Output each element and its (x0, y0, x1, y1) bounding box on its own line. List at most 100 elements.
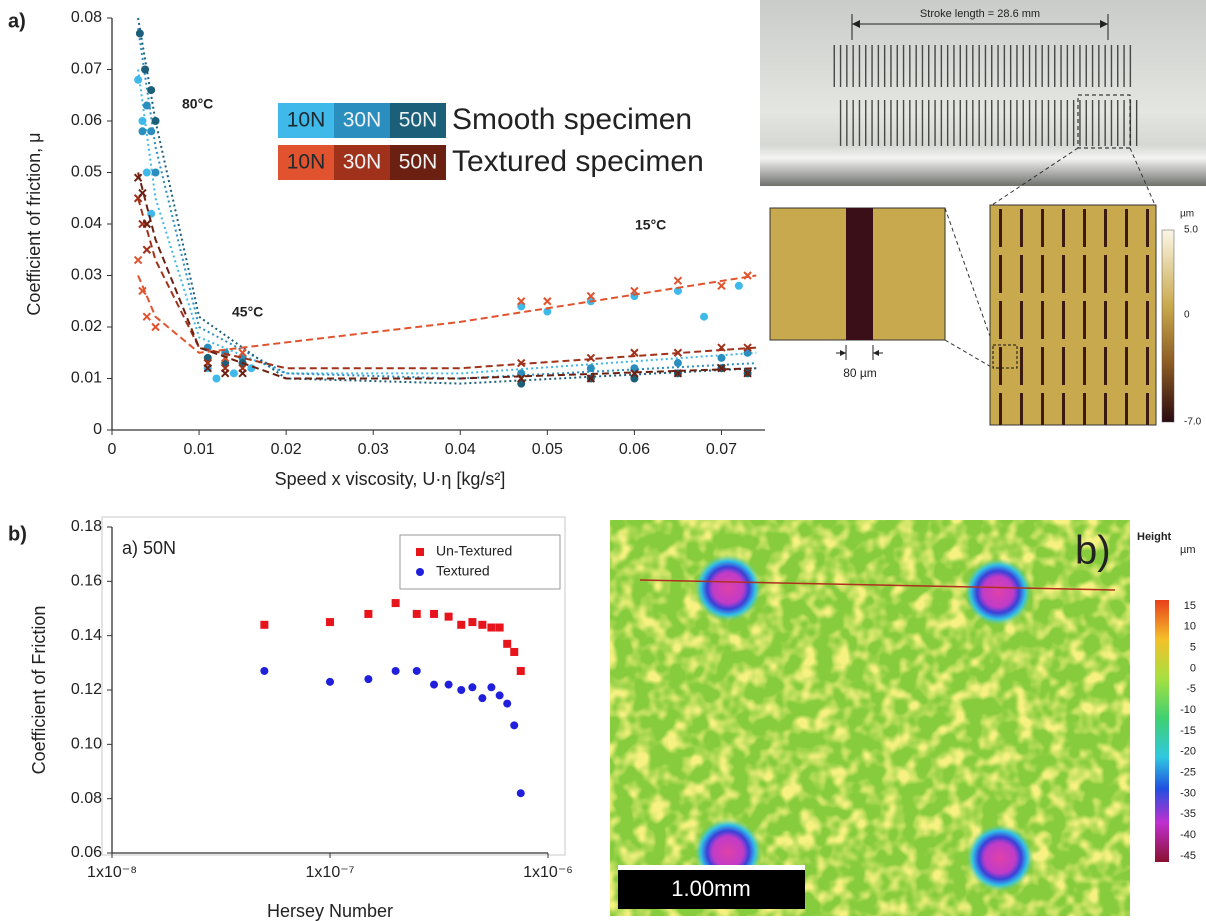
colorbar-label: -45 (1180, 850, 1196, 862)
point (134, 75, 143, 84)
x-tick-label: 0.03 (358, 441, 389, 458)
afm-zoom: 80 µm (769, 207, 946, 380)
point (138, 188, 147, 198)
colorbar-label: 0 (1184, 310, 1190, 321)
colorbar-label: -25 (1180, 767, 1196, 779)
point (151, 117, 160, 125)
point (495, 691, 504, 700)
x-tick-label: 0.07 (706, 441, 737, 458)
plot-frame (101, 516, 566, 856)
y-tick-label: 0.16 (71, 573, 102, 590)
point (133, 255, 143, 265)
legend-swatch (390, 145, 446, 180)
point (138, 127, 147, 136)
legend-label: 10N (287, 151, 326, 174)
point (516, 789, 525, 798)
colorbar-label: -10 (1180, 704, 1196, 716)
point (142, 101, 151, 110)
y-tick-label: 0.05 (71, 164, 102, 181)
legend (399, 534, 561, 590)
width-label: 80 µm (843, 366, 877, 380)
point (586, 291, 596, 301)
x-tick-label: 0.05 (532, 441, 563, 458)
point (147, 86, 156, 95)
point (133, 173, 143, 182)
y-tick-label: 0.08 (71, 9, 102, 26)
point (138, 286, 147, 296)
legend-marker (416, 548, 424, 556)
point (586, 374, 596, 383)
panel-label: b) (8, 523, 27, 545)
colorbar-title: Height (1137, 531, 1172, 543)
point (412, 666, 421, 675)
point (468, 618, 477, 627)
point (444, 680, 453, 689)
point (260, 620, 269, 629)
point (238, 348, 247, 357)
point (517, 374, 526, 383)
point (495, 623, 504, 632)
colorbar-label: 15 (1184, 600, 1196, 612)
legend-label: Un-Textured (436, 543, 512, 559)
point (743, 343, 752, 352)
point (212, 374, 221, 383)
fit-line (137, 274, 757, 354)
point (142, 245, 152, 254)
colorbar-unit: µm (1180, 544, 1196, 556)
x-tick-label: 0 (108, 441, 117, 458)
y-tick-label: 0.06 (71, 112, 102, 129)
point (487, 683, 496, 692)
point (717, 353, 726, 362)
point (457, 686, 466, 694)
legend-group-label: Textured specimen (452, 145, 704, 178)
x-axis-label: Hersey Number (267, 901, 393, 921)
point (412, 609, 421, 618)
specimen-photo: Stroke length = 28.6 mm (760, 0, 1206, 186)
point (203, 363, 212, 373)
point (326, 618, 334, 627)
point (238, 369, 247, 378)
point (630, 286, 639, 296)
point (717, 343, 726, 352)
point (630, 369, 639, 378)
afm-map: µm 5.0 0 -7.0 (989, 204, 1202, 428)
point (510, 721, 519, 730)
legend-label: Textured (436, 563, 490, 579)
point (444, 612, 453, 621)
x-tick-label: 1x10⁻⁶ (523, 864, 573, 881)
point (478, 620, 487, 629)
point (220, 369, 230, 378)
colorbar-label: 5 (1190, 642, 1196, 654)
x-tick-label: 0.01 (183, 441, 214, 458)
point (630, 348, 639, 357)
legend-marker (416, 568, 424, 576)
annotation: 15°C (635, 217, 666, 233)
legend-swatch (334, 145, 390, 180)
y-axis-label: Coefficient of Friction (29, 606, 49, 775)
point (142, 312, 152, 321)
point (717, 363, 726, 373)
point (503, 639, 512, 648)
colorbar-label: -7.0 (1184, 417, 1202, 428)
colorbar-unit: µm (1180, 209, 1194, 220)
x-tick-label: 0.02 (271, 441, 302, 458)
point (673, 369, 683, 378)
point (510, 647, 519, 656)
point (430, 680, 439, 689)
fit-line (137, 172, 757, 380)
point (430, 609, 439, 618)
point (364, 609, 373, 618)
point (543, 297, 552, 306)
x-tick-label: 1x10⁻⁷ (306, 864, 355, 881)
point (151, 322, 160, 332)
y-tick-label: 0.04 (71, 215, 102, 232)
point (734, 281, 743, 290)
scale-bar-label: 1.00mm (671, 876, 750, 901)
point (260, 666, 269, 675)
point (673, 286, 682, 295)
colorbar-label: 10 (1184, 621, 1196, 633)
point (503, 699, 512, 708)
colorbar-label: 5.0 (1184, 225, 1198, 236)
point (468, 683, 477, 692)
point (142, 219, 152, 229)
